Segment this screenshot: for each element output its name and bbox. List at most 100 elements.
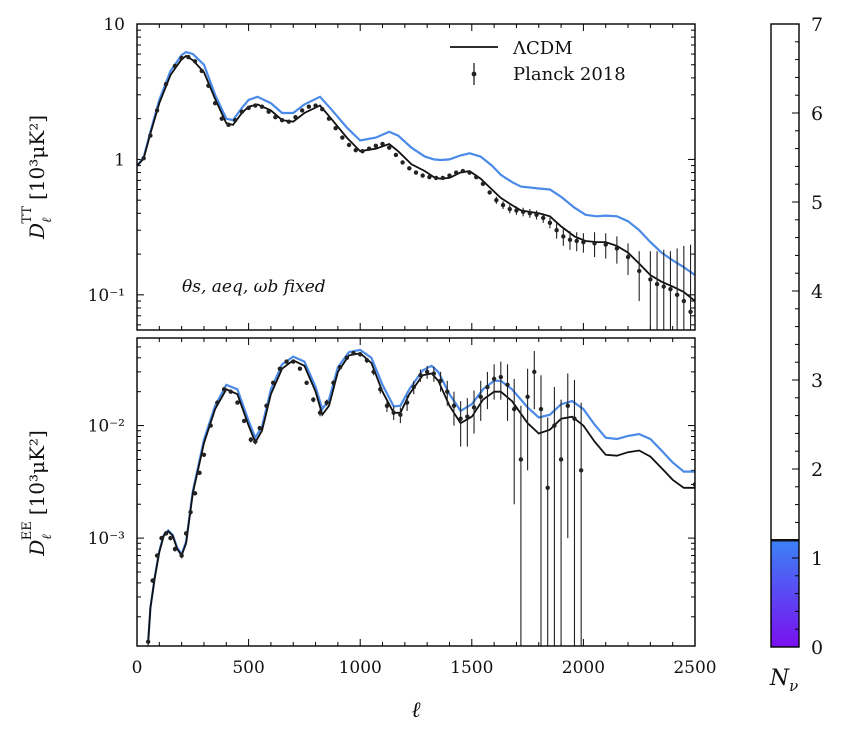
colorbar-label: Nν <box>769 666 798 695</box>
tt-data-point <box>534 212 539 217</box>
ee-data-point <box>404 400 410 405</box>
ee-data-point <box>324 400 329 405</box>
tt-data-point <box>487 190 492 195</box>
tt-data-point <box>206 83 211 88</box>
ee-data-point <box>351 350 356 356</box>
ee-data-point <box>411 384 416 390</box>
x-tick-label: 1000 <box>339 658 382 678</box>
ee-data-point <box>215 400 220 405</box>
tt-data-point <box>239 109 245 114</box>
colorbar-tick-label: 6 <box>811 103 823 125</box>
tt-data-point <box>453 170 459 175</box>
ee-data-points <box>145 350 695 646</box>
x-tick-label: 2000 <box>562 658 605 678</box>
ee-data-point <box>572 416 577 421</box>
tt-data-point <box>320 106 325 112</box>
tt-data-point <box>554 228 559 233</box>
tt-data-point <box>625 254 631 260</box>
tt-data-point <box>273 115 278 120</box>
tt-data-point <box>614 246 620 251</box>
tt-data-point <box>353 147 358 153</box>
tt-data-point <box>199 68 204 74</box>
ee-data-point <box>431 371 437 376</box>
tt-data-point <box>474 174 479 180</box>
tt-data-point <box>219 116 225 121</box>
tt-data-point <box>654 281 660 287</box>
ee-data-point <box>364 358 370 363</box>
ee-data-point <box>485 384 490 390</box>
ee-data-point <box>317 410 323 415</box>
tt-data-point <box>420 173 425 178</box>
svg-text:DℓTT[10³μK²]: DℓTT[10³μK²] <box>20 115 55 240</box>
tt-panel: 10 1 10⁻¹ DℓTT[10³μK²] θs, aeq, ωb fixed Λ… <box>20 15 696 331</box>
tt-data-point <box>393 152 399 158</box>
tt-data-point <box>541 215 546 221</box>
ee-data-point <box>311 397 316 402</box>
ee-data-point <box>270 380 276 385</box>
legend-lcdm-label: ΛCDM <box>512 38 573 59</box>
ee-data-point <box>168 535 173 541</box>
tt-data-point <box>141 156 146 161</box>
ee-data-point <box>331 380 336 385</box>
ee-data-point <box>344 355 350 361</box>
x-tick-label: 0 <box>132 658 143 678</box>
colorbar-tick-label: 3 <box>811 370 823 392</box>
tt-data-point <box>567 237 573 242</box>
tt-data-point <box>648 277 653 282</box>
ee-data-point <box>159 535 164 541</box>
tt-data-point <box>154 108 160 113</box>
colorbar-tick-label: 1 <box>811 548 823 570</box>
ee-data-point <box>384 403 390 408</box>
ee-data-point <box>358 352 363 357</box>
ee-data-point <box>532 369 537 375</box>
tt-data-point <box>148 133 153 138</box>
ee-data-point <box>445 389 450 394</box>
tt-data-point <box>373 143 379 149</box>
ee-data-point <box>552 423 557 428</box>
ee-panel: 10⁻² 10⁻³ 0 500 1000 1500 2000 2500 DℓEE[10³μK… <box>20 337 717 723</box>
x-tick-label: 1500 <box>450 658 493 678</box>
tt-data-point <box>467 170 472 175</box>
ee-data-point <box>228 389 233 394</box>
ee-data-point <box>478 394 483 400</box>
tt-data-point <box>366 146 372 151</box>
tt-data-point <box>306 104 312 109</box>
ee-data-point <box>235 400 240 405</box>
ee-data-point <box>163 531 169 536</box>
x-axis-label: ℓ <box>411 698 421 723</box>
ee-data-point <box>257 425 262 431</box>
ee-data-point <box>221 387 227 392</box>
tt-ytick-label: 10⁻¹ <box>88 286 125 306</box>
tt-data-point <box>433 175 439 181</box>
tt-data-point <box>413 170 419 175</box>
tt-data-point <box>603 242 608 247</box>
colorbar-tick-label: 7 <box>811 14 823 36</box>
ee-data-point <box>188 509 193 515</box>
tt-data-point <box>514 208 519 213</box>
tt-data-point <box>460 168 466 174</box>
ee-data-point <box>297 366 303 371</box>
tt-data-point <box>447 173 452 178</box>
colorbar-tick-label: 4 <box>811 281 823 303</box>
colorbar-ticks: 0 1 2 3 4 5 6 7 <box>792 14 823 659</box>
tt-data-point <box>286 119 291 124</box>
ee-data-point <box>154 553 160 558</box>
ee-data-point <box>391 410 396 415</box>
ee-data-point <box>578 468 584 473</box>
ee-data-point <box>291 359 296 364</box>
x-tick-label: 500 <box>232 658 264 678</box>
tt-ytick-label: 1 <box>114 150 125 170</box>
tt-ytick-labels: 10 1 10⁻¹ <box>88 15 125 306</box>
tt-data-point <box>480 181 486 187</box>
ee-data-point <box>284 359 289 364</box>
ee-data-point <box>197 470 202 476</box>
ee-lcdm-curve <box>147 352 695 642</box>
ee-ytick-label: 10⁻³ <box>88 529 125 549</box>
ee-data-point <box>253 439 258 444</box>
tt-data-point <box>246 105 251 111</box>
colorbar-fill <box>771 540 799 647</box>
ee-data-point <box>304 380 309 385</box>
tt-data-point <box>561 234 566 239</box>
colorbar-tick-label: 2 <box>811 459 823 481</box>
